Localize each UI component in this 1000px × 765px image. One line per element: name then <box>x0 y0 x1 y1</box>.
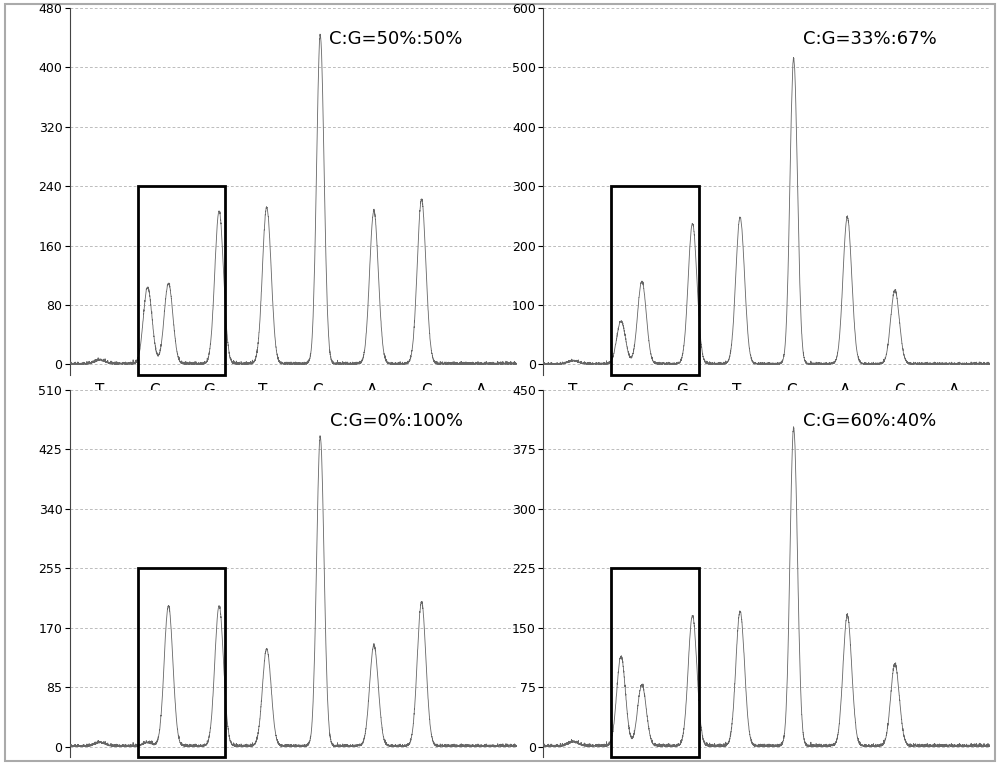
Bar <box>138 186 225 375</box>
Text: C:G=0%:100%: C:G=0%:100% <box>330 412 463 430</box>
Bar <box>611 568 699 757</box>
Text: C:G=33%:67%: C:G=33%:67% <box>803 30 936 47</box>
Text: C:G=50%:50%: C:G=50%:50% <box>329 30 463 47</box>
Text: C:G=60%:40%: C:G=60%:40% <box>803 412 936 430</box>
Bar <box>138 568 225 757</box>
Bar <box>611 186 699 375</box>
